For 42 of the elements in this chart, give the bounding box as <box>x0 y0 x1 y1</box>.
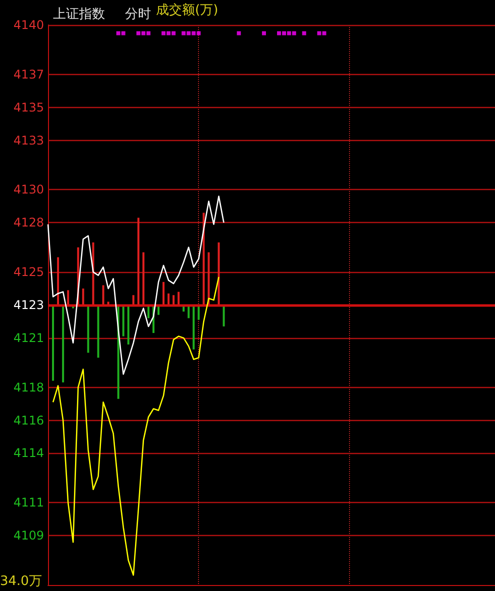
bar <box>208 252 210 305</box>
y-tick-label: 4133 <box>13 133 44 148</box>
bar <box>102 285 104 305</box>
y-tick-label: 4135 <box>13 100 44 114</box>
bar <box>57 257 60 305</box>
y-tick-label: 4118 <box>13 380 44 394</box>
line-series <box>52 276 220 576</box>
bar <box>132 295 134 305</box>
text: 成交额(万) <box>156 2 218 18</box>
y-tick-label: 4130 <box>13 182 44 197</box>
y-tick-label: 4128 <box>13 216 44 230</box>
bar <box>62 305 64 382</box>
y-tick-label: 4116 <box>13 413 44 428</box>
bar <box>142 252 144 305</box>
y-tick-label: 4137 <box>13 67 44 82</box>
y-tick-label: 4140 <box>13 18 44 32</box>
bar <box>87 305 90 353</box>
y-tick-label: 4114 <box>13 446 44 460</box>
bar <box>127 305 130 345</box>
y-tick-label: 4123 <box>13 298 44 312</box>
bar <box>192 305 195 350</box>
bar <box>202 212 205 305</box>
y-tick-label: 4125 <box>13 265 44 280</box>
bar <box>137 218 140 305</box>
line-series <box>47 196 224 375</box>
bar <box>178 292 180 305</box>
y-tick-label: 4111 <box>13 496 44 510</box>
bar <box>67 290 70 305</box>
bar <box>52 305 54 381</box>
y-tick-label: 4109 <box>13 528 44 543</box>
bar <box>162 282 165 305</box>
bar <box>218 242 220 305</box>
chart-subtitle: 分时 <box>125 7 151 22</box>
bar <box>168 293 170 305</box>
text: 34.0万 <box>0 574 42 589</box>
bar <box>97 305 100 358</box>
bar <box>172 295 175 305</box>
y-tick-label: 4121 <box>13 330 44 345</box>
bar <box>82 288 84 305</box>
bar <box>122 305 124 336</box>
bar <box>222 305 225 326</box>
chart-title: 上证指数 <box>53 7 105 22</box>
